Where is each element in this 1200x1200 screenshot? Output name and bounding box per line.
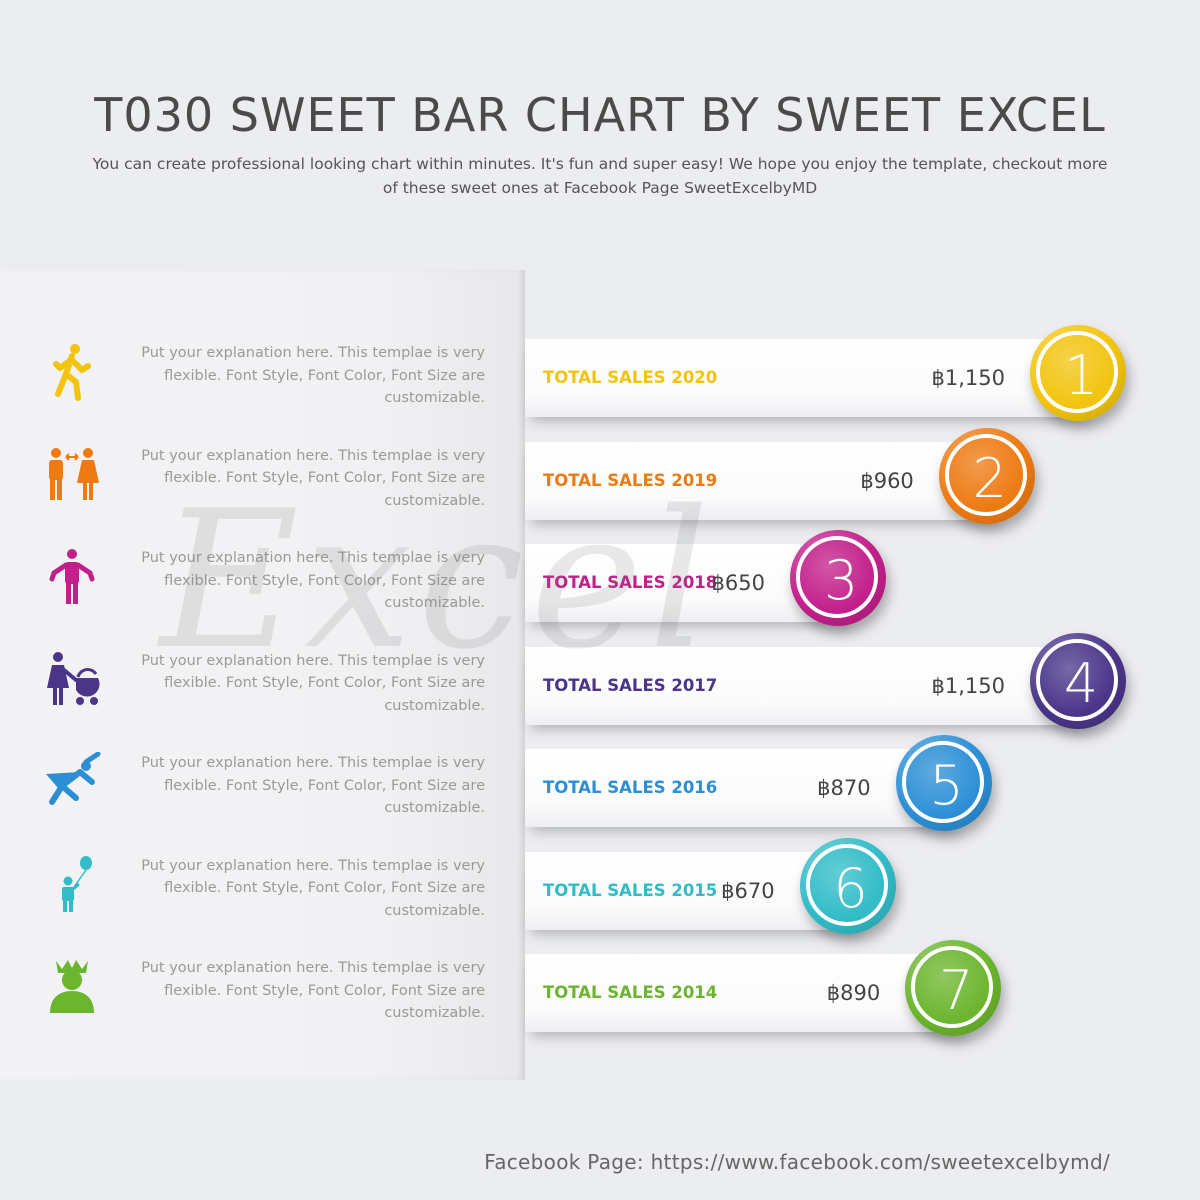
bar-category-label: TOTAL SALES 2020	[543, 368, 718, 387]
bar-value-label: ฿870	[817, 776, 871, 800]
rank-badge: 6	[799, 837, 896, 934]
rank-badge-ring: 1	[1036, 331, 1118, 413]
rank-number: 2	[972, 446, 1007, 510]
couple-icon	[49, 447, 99, 500]
rank-badge: 3	[790, 530, 886, 626]
bar: TOTAL SALES 2014 ฿890	[525, 954, 971, 1032]
row-description: Put your explanation here. This templae …	[141, 755, 485, 816]
bar-value-label: ฿960	[860, 468, 914, 493]
bar: TOTAL SALES 2017 ฿1,150	[525, 646, 1095, 725]
bar: TOTAL SALES 2016 ฿870	[525, 749, 961, 827]
page-subtitle: You can create professional looking char…	[92, 155, 1108, 197]
rank-badge: 1	[1030, 325, 1126, 421]
bar-category-label: TOTAL SALES 2018	[543, 573, 718, 592]
mother-with-stroller-icon	[47, 651, 100, 705]
rank-badge: 4	[1030, 632, 1126, 729]
queen-icon	[50, 960, 94, 1013]
footer-link[interactable]: Facebook Page: https://www.facebook.com/…	[484, 1150, 1110, 1174]
bar-value-label: ฿1,150	[931, 673, 1005, 698]
walking-person-icon	[53, 344, 91, 401]
rank-badge-ring: 2	[944, 433, 1027, 516]
rank-badge: 7	[905, 940, 1002, 1036]
bar-category-label: TOTAL SALES 2016	[543, 778, 718, 797]
bar-value-label: ฿1,150	[931, 366, 1005, 390]
shrugging-person-icon	[49, 549, 95, 604]
row-description: Put your explanation here. This templae …	[141, 447, 485, 509]
explanation-panel	[0, 270, 525, 1080]
child-with-balloon-icon	[62, 855, 92, 912]
row-description: Put your explanation here. This templae …	[141, 652, 485, 714]
rank-badge-ring: 3	[796, 536, 878, 618]
page-title: T030 SWEET BAR CHART BY SWEET EXCEL	[94, 88, 1106, 142]
rank-number: 1	[1063, 344, 1099, 407]
bar: TOTAL SALES 2020 ฿1,150	[525, 339, 1095, 417]
rank-number: 3	[823, 549, 859, 612]
rank-badge: 5	[895, 735, 992, 831]
bar: TOTAL SALES 2019 ฿960	[525, 441, 1004, 520]
rank-badge-ring: 6	[805, 843, 888, 926]
row-description: Put your explanation here. This templae …	[141, 345, 485, 406]
rank-number: 7	[939, 959, 974, 1022]
bar-category-label: TOTAL SALES 2017	[543, 675, 718, 695]
row-description: Put your explanation here. This templae …	[141, 960, 485, 1021]
rank-number: 6	[833, 856, 868, 920]
row-description: Put your explanation here. This templae …	[141, 857, 485, 919]
rank-badge-ring: 4	[1036, 638, 1118, 721]
bar-category-label: TOTAL SALES 2019	[543, 470, 718, 490]
bar-category-label: TOTAL SALES 2014	[543, 983, 718, 1002]
rank-number: 4	[1063, 651, 1099, 715]
rank-badge: 2	[938, 427, 1035, 524]
bar-value-label: ฿650	[711, 571, 765, 595]
bar-value-label: ฿890	[826, 981, 881, 1005]
rank-number: 5	[929, 754, 964, 817]
bar-category-label: TOTAL SALES 2015	[543, 880, 718, 900]
row-description: Put your explanation here. This templae …	[141, 550, 485, 611]
superhero-icon	[46, 752, 101, 805]
bar-value-label: ฿670	[721, 878, 775, 903]
rank-badge-ring: 5	[901, 741, 984, 823]
rank-badge-ring: 7	[911, 946, 994, 1028]
